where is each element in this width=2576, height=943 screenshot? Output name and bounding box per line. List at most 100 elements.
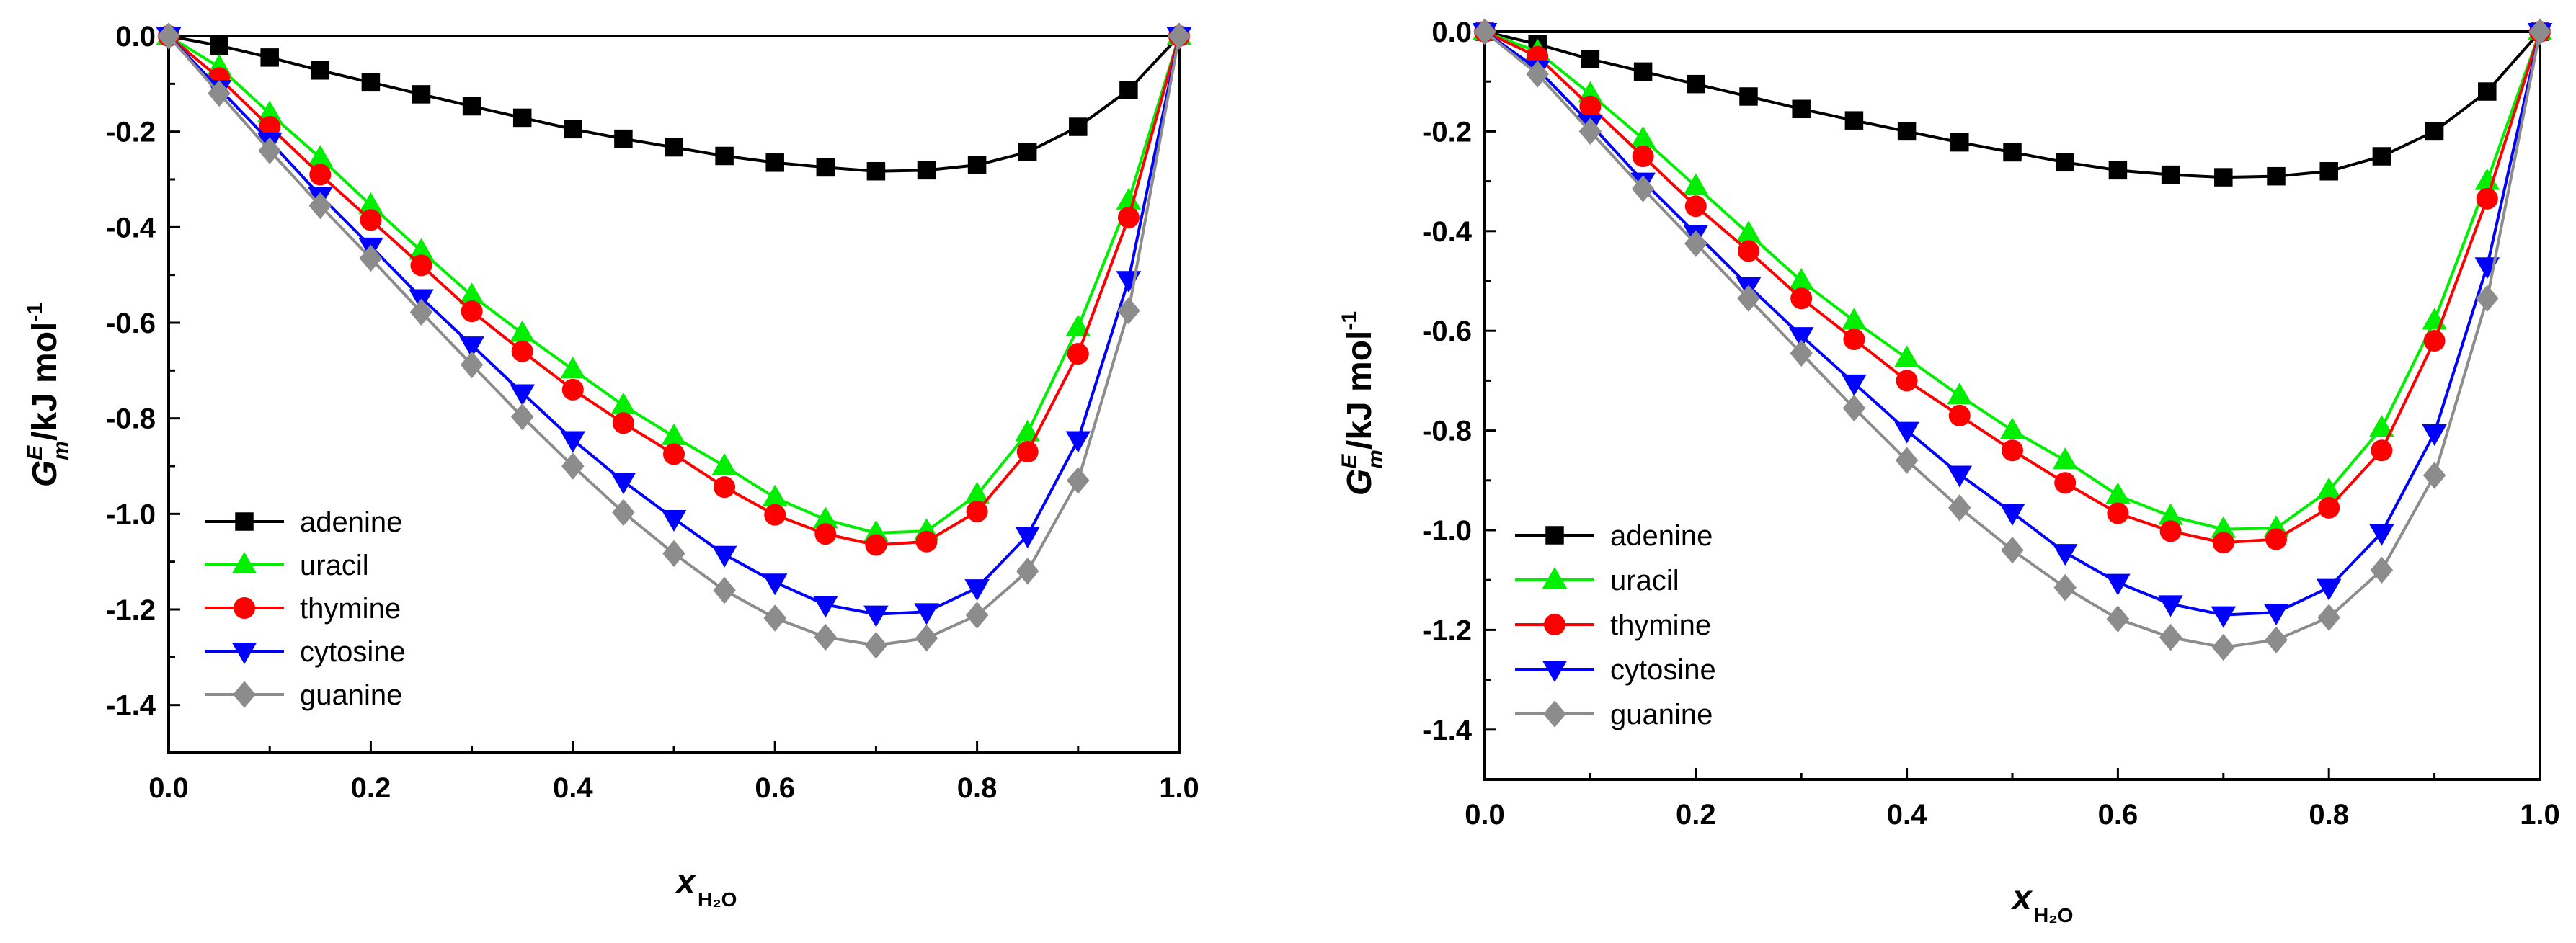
chart1-series-adenine	[159, 27, 1189, 181]
chart2-y-tick-label: -0.2	[1422, 116, 1472, 148]
chart1-x-axis-title-subscript: H₂O	[698, 888, 737, 911]
chart2-adenine-point	[2267, 166, 2286, 186]
chart2-guanine-point	[2159, 624, 2182, 651]
chart1-legend-item-cytosine: cytosine	[205, 636, 406, 668]
chart1-y-tick-label: -1.0	[106, 499, 156, 530]
chart2-adenine-point	[2372, 147, 2391, 166]
chart1-cytosine-point	[1116, 271, 1142, 293]
chart2-legend-label-guanine: guanine	[1610, 699, 1713, 730]
chart1-cytosine-point	[560, 431, 586, 453]
chart1-legend-item-uracil: uracil	[205, 550, 369, 581]
chart2-thymine-point	[1790, 287, 1813, 310]
chart2-guanine-point	[1578, 117, 1602, 146]
chart1-thymine-point	[764, 504, 786, 526]
chart2-guanine-point	[2106, 605, 2130, 633]
chart2-guanine-point	[1895, 447, 1919, 474]
chart2-uracil-point	[2158, 503, 2183, 525]
chart2-guanine-point	[1526, 61, 1549, 88]
chart2-uracil-point	[2052, 447, 2078, 470]
chart1-cytosine-point	[1015, 527, 1040, 549]
chart1-adenine-point	[614, 129, 633, 148]
chart1-thymine-point	[1067, 343, 1089, 365]
chart2-cytosine-point	[2211, 606, 2237, 628]
chart2-guanine-point	[1948, 494, 1971, 522]
chart2-guanine-point	[2422, 462, 2446, 489]
chart1-uracil-point	[711, 453, 737, 475]
chart2-thymine-point	[2371, 439, 2393, 462]
chart2-guanine-point	[2317, 604, 2340, 631]
chart1-thymine-point	[865, 534, 887, 556]
chart1-adenine-point	[311, 61, 330, 80]
chart2-thymine-point	[2159, 520, 2182, 542]
chart1-y-tick-label: -1.4	[106, 690, 156, 722]
chart1-cytosine-point	[1065, 431, 1091, 453]
chart2-thymine-point	[1579, 95, 1602, 117]
chart2-adenine-point	[2161, 165, 2180, 184]
chart1-cytosine-point	[610, 473, 636, 495]
chart1-y-tick-label: -0.2	[106, 117, 156, 148]
chart2-adenine-point	[1844, 111, 1864, 130]
chart1-legend-item-adenine: adenine	[205, 506, 402, 538]
chart2-thymine-point	[1738, 240, 1759, 262]
chart1-guanine-point	[409, 298, 433, 326]
chart2-guanine-point	[2212, 633, 2235, 661]
chart2-series-guanine	[1473, 18, 2551, 661]
chart2-uracil-point	[1788, 268, 1814, 290]
chart1-guanine-point	[1168, 22, 1191, 50]
chart2-legend-label-uracil: uracil	[1610, 565, 1679, 596]
chart1-thymine-point	[663, 443, 685, 465]
chart2-thymine-point	[2054, 472, 2077, 494]
chart1-x-tick-label: 0.6	[755, 772, 795, 804]
chart1-guanine-point	[258, 137, 281, 164]
chart1-legend-marker-uracil	[231, 552, 257, 573]
chart1-adenine-point	[765, 153, 784, 172]
chart2-legend-item-cytosine: cytosine	[1515, 654, 1716, 686]
chart2-uracil-point	[1736, 220, 1762, 243]
chart2-cytosine-point	[1842, 374, 1867, 396]
chart1-legend-marker-thymine	[234, 597, 255, 619]
chart2-guanine-point	[1473, 18, 1496, 45]
chart2-uracil-point	[2211, 516, 2237, 538]
chart2-adenine-point	[1581, 50, 1600, 68]
chart2-y-tick-label: -1.4	[1422, 715, 1473, 746]
chart1-legend-label-guanine: guanine	[300, 679, 402, 711]
chart1-legend-marker-guanine	[233, 681, 256, 708]
chart2-uracil-point	[1999, 417, 2025, 439]
chart2-legend-marker-adenine	[1545, 526, 1564, 545]
chart1-thymine-line	[167, 35, 1181, 547]
chart1-guanine-point	[915, 625, 938, 652]
chart2-thymine-point	[1632, 146, 1654, 167]
chart2-legend-label-thymine: thymine	[1610, 609, 1711, 641]
chart1-guanine-point	[612, 499, 635, 527]
chart1-guanine-point	[308, 192, 332, 220]
chart2-y-tick-label: 0.0	[1431, 17, 1472, 48]
chart1-adenine-point	[715, 146, 734, 166]
chart1-x-tick-label: 0.2	[351, 772, 391, 804]
chart1-cytosine-point	[711, 545, 737, 568]
chart2-legend-label-cytosine: cytosine	[1610, 654, 1716, 686]
chart1-adenine-point	[1069, 117, 1088, 136]
chart2-uracil-point	[1894, 345, 1919, 367]
chart1-thymine-point	[561, 378, 584, 401]
chart2-adenine-point	[2478, 82, 2497, 101]
chart2-thymine-point	[1896, 370, 1918, 392]
chart2-guanine-point	[1631, 175, 1655, 202]
chart1-series-guanine	[157, 22, 1191, 659]
chart1-uracil-point	[308, 145, 333, 167]
chart2-cytosine-point	[1947, 465, 1973, 488]
chart2-legend-label-adenine: adenine	[1610, 520, 1713, 552]
chart1-guanine-point	[1117, 297, 1140, 325]
chart2-legend-item-adenine: adenine	[1515, 520, 1713, 552]
chart2-adenine-point	[1950, 133, 1969, 152]
chart2-guanine-point	[2476, 285, 2499, 312]
chart2-thymine-point	[1684, 195, 1707, 218]
chart1-series-thymine	[158, 25, 1190, 556]
chart1-thymine-point	[612, 412, 634, 434]
chart2-legend-marker-guanine	[1543, 700, 1566, 728]
chart1-adenine-point	[412, 85, 431, 104]
chart1-x-tick-label: 0.8	[957, 772, 998, 804]
chart2-uracil-point	[2474, 168, 2500, 190]
chart2-legend-item-guanine: guanine	[1515, 699, 1713, 730]
chart1-uracil-point	[1065, 314, 1091, 336]
chart1-legend-label-uracil: uracil	[300, 550, 369, 581]
